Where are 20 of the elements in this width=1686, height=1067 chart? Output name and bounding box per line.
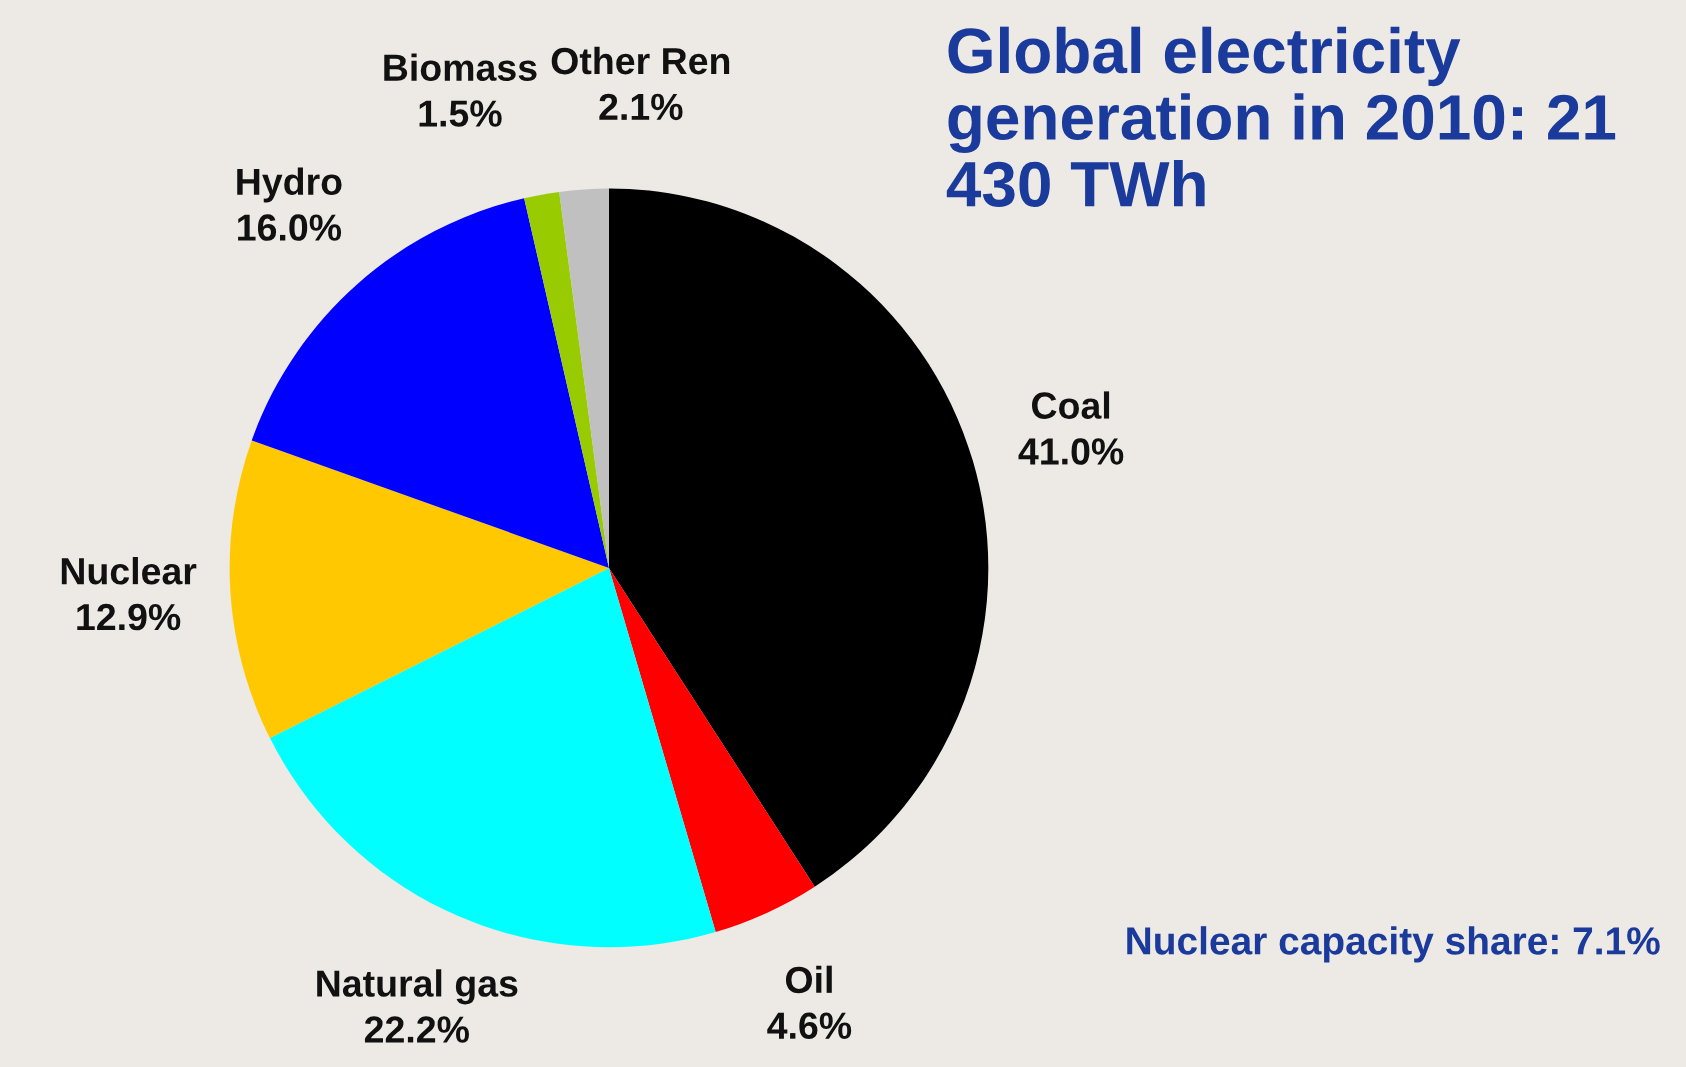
slice-label: Biomass xyxy=(384,53,537,81)
data-label: 4.6% xyxy=(767,1012,852,1040)
data-label: 16.0% xyxy=(238,214,342,241)
slice-label: Oil xyxy=(785,965,832,994)
data-label: 22.2% xyxy=(364,1016,469,1043)
slice-label: Nuclear xyxy=(61,556,197,585)
data-label: 2.1% xyxy=(599,93,683,121)
text: Nuclear capacity share: 7.1% xyxy=(1127,926,1660,963)
slice-label: Other Ren xyxy=(551,46,730,75)
pie-slice xyxy=(269,567,716,948)
pie-slice xyxy=(608,567,815,933)
slice-label: Coal xyxy=(1032,391,1110,419)
data-label: 12.9% xyxy=(77,603,181,631)
pie-slice xyxy=(524,191,609,568)
data-label: 41.0% xyxy=(1018,438,1124,465)
data-label: 1.5% xyxy=(419,100,502,127)
pie-slice xyxy=(229,440,609,739)
slice-label: Hydro xyxy=(237,167,342,203)
slice-label: Natural gas xyxy=(317,969,518,1005)
text: Global electricity generation in 2010: 21 430 TWh xyxy=(946,26,1616,207)
